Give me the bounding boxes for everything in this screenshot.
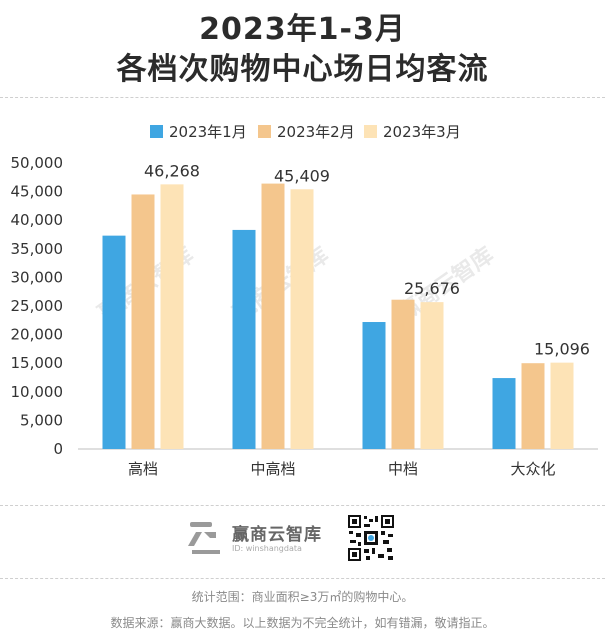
footer-scope: 统计范围：商业面积≥3万㎡的购物中心。 <box>191 590 414 604</box>
y-tick-label: 45,000 <box>11 183 64 201</box>
chart-title-line2: 各档次购物中心场日均客流 <box>116 52 489 87</box>
chart-title-line1: 2023年1-3月 <box>199 12 406 47</box>
y-tick-label: 15,000 <box>11 354 64 372</box>
legend-swatch <box>364 125 377 138</box>
chart-divider <box>0 505 605 506</box>
x-category-label: 中档 <box>388 460 418 478</box>
bar <box>391 299 415 449</box>
winshang-logo-icon <box>188 522 220 554</box>
x-category-label: 中高档 <box>250 460 295 478</box>
bar <box>362 322 386 449</box>
bar <box>492 378 516 449</box>
data-label: 25,676 <box>404 279 460 298</box>
bar-chart: 赢商云智库赢商云智库赢商云智库05,00010,00015,00020,0002… <box>11 123 598 478</box>
legend-label: 2023年2月 <box>277 123 355 141</box>
legend-label: 2023年3月 <box>383 123 461 141</box>
legend-swatch <box>150 125 163 138</box>
data-label: 45,409 <box>274 166 330 185</box>
y-tick-label: 30,000 <box>11 268 64 286</box>
legend-label: 2023年1月 <box>169 123 247 141</box>
bar <box>550 362 574 449</box>
y-tick-label: 25,000 <box>11 297 64 315</box>
brand-id: ID: winshangdata <box>232 544 302 553</box>
x-category-label: 大众化 <box>510 460 555 478</box>
bar <box>232 229 256 449</box>
bar <box>102 235 126 449</box>
data-label: 46,268 <box>144 161 200 180</box>
y-tick-label: 50,000 <box>11 154 64 172</box>
bar <box>261 183 285 450</box>
y-tick-label: 0 <box>53 440 63 458</box>
footer-source: 数据来源：赢商大数据。以上数据为不完全统计，如有错漏，敬请指正。 <box>110 616 495 630</box>
bar <box>290 189 314 450</box>
y-tick-label: 40,000 <box>11 211 64 229</box>
brand-name: 赢商云智库 <box>232 525 322 545</box>
footer-divider <box>0 578 605 579</box>
data-label: 15,096 <box>534 340 590 359</box>
bar <box>160 184 184 449</box>
bar <box>131 194 155 449</box>
x-category-label: 高档 <box>128 460 158 478</box>
y-tick-label: 20,000 <box>11 326 64 344</box>
bar <box>420 302 444 449</box>
y-tick-label: 10,000 <box>11 383 64 401</box>
title-divider <box>0 97 605 98</box>
qr-code-icon <box>347 514 395 562</box>
y-tick-label: 35,000 <box>11 240 64 258</box>
legend-swatch <box>258 125 271 138</box>
bar <box>521 363 545 449</box>
brand-block: 赢商云智库 ID: winshangdata <box>186 516 336 556</box>
y-tick-label: 5,000 <box>20 411 63 429</box>
